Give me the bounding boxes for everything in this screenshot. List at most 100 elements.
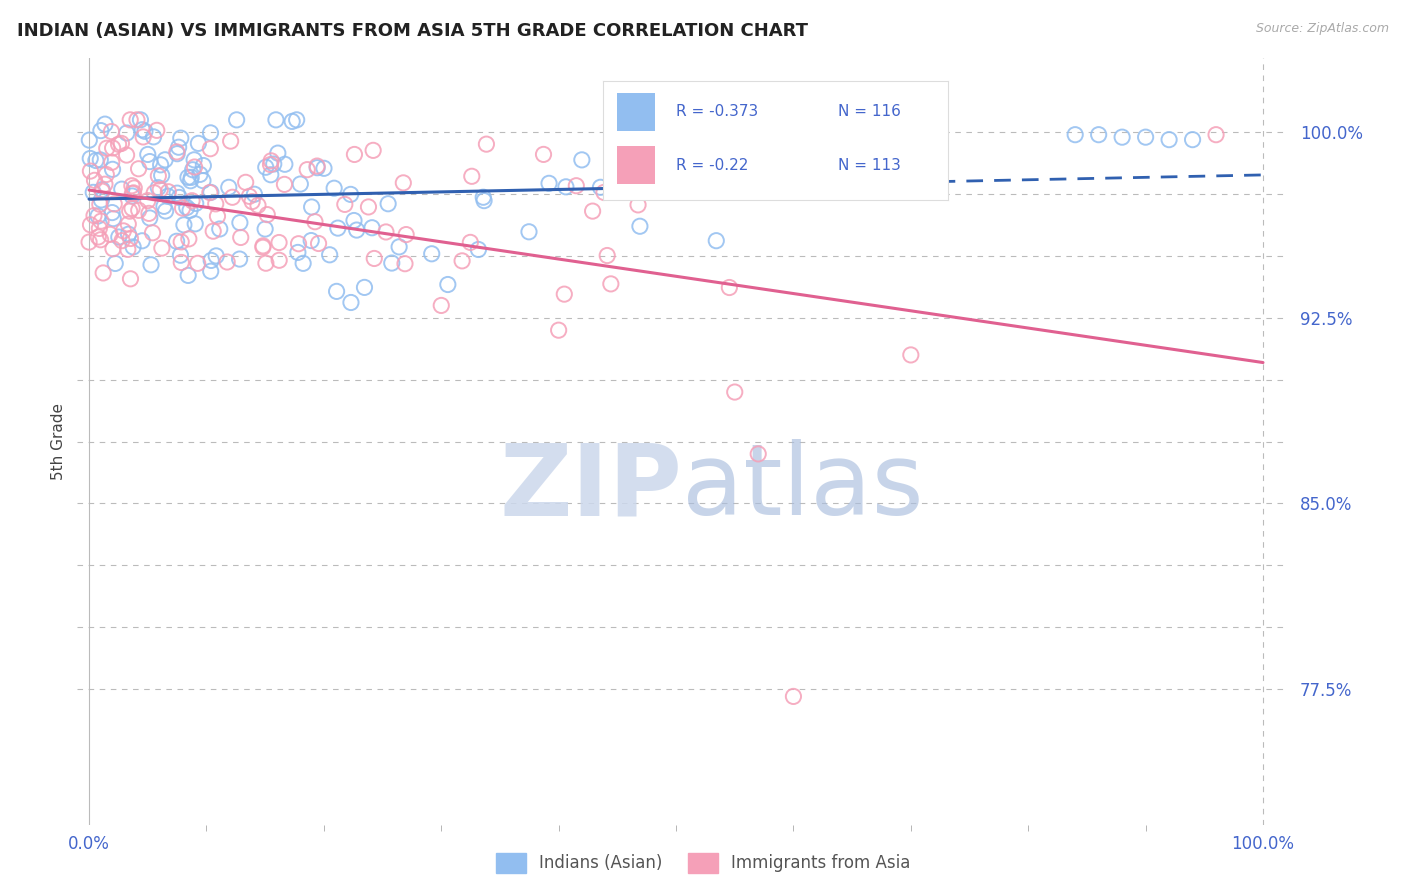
Immigrants from Asia xyxy=(297,162,319,177)
Indians (Asian) xyxy=(292,256,315,270)
Immigrants from Asia xyxy=(100,124,122,138)
Indians (Asian) xyxy=(254,161,277,175)
Indians (Asian) xyxy=(264,112,287,127)
Immigrants from Asia xyxy=(240,194,263,209)
Immigrants from Asia xyxy=(170,235,193,249)
Indians (Asian) xyxy=(177,268,200,283)
Immigrants from Asia xyxy=(121,186,143,201)
Immigrants from Asia xyxy=(125,112,148,127)
Immigrants from Asia xyxy=(596,248,619,262)
Indians (Asian) xyxy=(229,216,252,230)
Indians (Asian) xyxy=(166,234,188,248)
Indians (Asian) xyxy=(107,230,129,244)
Immigrants from Asia xyxy=(363,252,385,266)
Immigrants from Asia xyxy=(120,112,142,127)
Legend: Indians (Asian), Immigrants from Asia: Indians (Asian), Immigrants from Asia xyxy=(489,847,917,880)
Indians (Asian) xyxy=(90,123,112,137)
Immigrants from Asia xyxy=(101,242,124,256)
Immigrants from Asia xyxy=(121,202,143,216)
Immigrants from Asia xyxy=(187,256,209,270)
Immigrants from Asia xyxy=(782,690,804,704)
Immigrants from Asia xyxy=(229,230,252,244)
Indians (Asian) xyxy=(79,152,101,166)
Indians (Asian) xyxy=(121,189,143,203)
Indians (Asian) xyxy=(312,161,335,176)
Indians (Asian) xyxy=(129,112,152,127)
Indians (Asian) xyxy=(101,205,124,219)
Indians (Asian) xyxy=(101,162,124,177)
Indians (Asian) xyxy=(104,256,127,270)
Immigrants from Asia xyxy=(91,266,114,280)
Indians (Asian) xyxy=(193,159,215,173)
Indians (Asian) xyxy=(134,124,156,138)
Indians (Asian) xyxy=(181,162,204,177)
Immigrants from Asia xyxy=(200,142,222,156)
Immigrants from Asia xyxy=(747,447,769,461)
Indians (Asian) xyxy=(139,211,162,225)
Immigrants from Asia xyxy=(141,226,163,240)
Indians (Asian) xyxy=(571,153,593,167)
Indians (Asian) xyxy=(346,223,368,237)
Indians (Asian) xyxy=(287,245,309,260)
Immigrants from Asia xyxy=(307,159,329,173)
Immigrants from Asia xyxy=(375,225,398,239)
Immigrants from Asia xyxy=(256,208,278,222)
Indians (Asian) xyxy=(111,182,134,196)
Indians (Asian) xyxy=(131,234,153,248)
Immigrants from Asia xyxy=(460,235,482,250)
Indians (Asian) xyxy=(1064,128,1087,142)
Immigrants from Asia xyxy=(599,277,621,291)
Immigrants from Asia xyxy=(120,272,142,286)
Indians (Asian) xyxy=(122,240,145,254)
Indians (Asian) xyxy=(274,157,297,171)
Immigrants from Asia xyxy=(115,148,138,162)
Immigrants from Asia xyxy=(304,215,326,229)
Immigrants from Asia xyxy=(533,147,555,161)
Immigrants from Asia xyxy=(217,255,239,269)
Indians (Asian) xyxy=(243,187,266,202)
Indians (Asian) xyxy=(254,222,277,236)
Indians (Asian) xyxy=(187,136,209,151)
Immigrants from Asia xyxy=(246,198,269,212)
Immigrants from Asia xyxy=(361,144,384,158)
Indians (Asian) xyxy=(200,264,222,278)
Indians (Asian) xyxy=(437,277,460,292)
Immigrants from Asia xyxy=(128,161,150,176)
Indians (Asian) xyxy=(149,158,172,172)
Immigrants from Asia xyxy=(593,186,616,200)
Immigrants from Asia xyxy=(107,137,129,152)
Indians (Asian) xyxy=(318,248,340,262)
Indians (Asian) xyxy=(136,147,159,161)
Immigrants from Asia xyxy=(87,230,110,244)
Immigrants from Asia xyxy=(343,147,366,161)
Indians (Asian) xyxy=(166,146,188,161)
Indians (Asian) xyxy=(82,186,104,200)
Indians (Asian) xyxy=(1135,130,1157,145)
Text: Source: ZipAtlas.com: Source: ZipAtlas.com xyxy=(1256,22,1389,36)
Immigrants from Asia xyxy=(333,197,356,211)
Immigrants from Asia xyxy=(128,203,150,218)
Indians (Asian) xyxy=(156,189,179,203)
Immigrants from Asia xyxy=(183,160,205,174)
Indians (Asian) xyxy=(166,186,188,201)
Immigrants from Asia xyxy=(77,235,100,249)
Immigrants from Asia xyxy=(357,200,380,214)
Immigrants from Asia xyxy=(172,201,194,215)
Indians (Asian) xyxy=(87,209,110,223)
Immigrants from Asia xyxy=(157,185,180,199)
Immigrants from Asia xyxy=(96,141,118,155)
Indians (Asian) xyxy=(205,249,228,263)
Indians (Asian) xyxy=(554,179,576,194)
Immigrants from Asia xyxy=(1205,128,1227,142)
Indians (Asian) xyxy=(115,126,138,140)
Indians (Asian) xyxy=(89,153,111,167)
Indians (Asian) xyxy=(188,167,211,181)
Indians (Asian) xyxy=(361,220,384,235)
Immigrants from Asia xyxy=(166,145,188,159)
Indians (Asian) xyxy=(467,243,489,257)
Indians (Asian) xyxy=(325,285,347,299)
Indians (Asian) xyxy=(148,180,170,194)
Indians (Asian) xyxy=(177,170,200,185)
Immigrants from Asia xyxy=(122,181,145,195)
Immigrants from Asia xyxy=(138,206,160,220)
